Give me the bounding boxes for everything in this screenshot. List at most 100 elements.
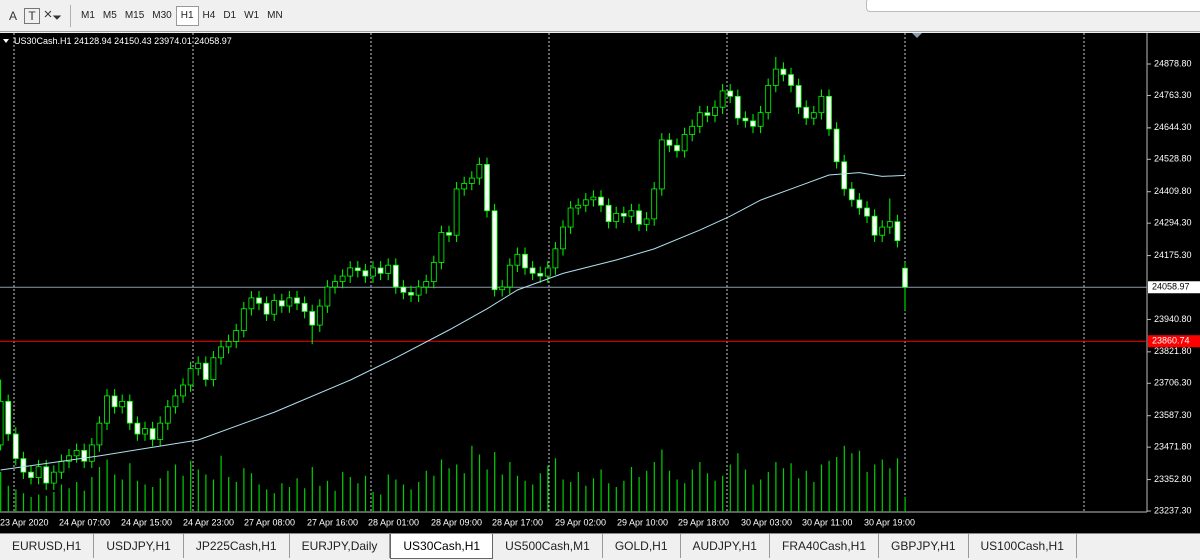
candle-body (88, 444, 95, 462)
volume-bar (744, 469, 747, 512)
candle-body (50, 471, 57, 484)
volume-bar (798, 478, 800, 512)
volume-bar (60, 484, 63, 512)
y-tick-label: 23940.80 (1154, 314, 1192, 324)
volume-bar (288, 487, 291, 512)
candle-body (826, 95, 832, 130)
tool-button[interactable]: A (8, 8, 17, 23)
volume-bar (585, 485, 587, 512)
symbol-tab[interactable]: GBPJPY,H1 (879, 534, 969, 558)
symbol-tab[interactable]: AUDJPY,H1 (681, 534, 770, 558)
candle-body (651, 188, 658, 220)
symbol-tab[interactable]: US30Cash,H1 (390, 534, 494, 559)
volume-bar (752, 484, 754, 512)
volume-bar (7, 485, 9, 512)
candle-body (871, 215, 878, 236)
candle-body (582, 199, 589, 206)
volume-bar (691, 469, 693, 512)
volume-bar (228, 477, 230, 512)
volume-bar (129, 463, 131, 512)
candle-body (681, 134, 688, 152)
candle-body (347, 267, 354, 277)
candle-body (187, 368, 194, 386)
volume-bar (851, 453, 853, 512)
candle-body (560, 226, 566, 250)
symbol-tab[interactable]: USDJPY,H1 (94, 534, 184, 558)
candle-body (96, 422, 103, 446)
volume-bar (22, 493, 25, 512)
timeframe-button[interactable]: H4 (202, 9, 216, 21)
symbol-tab[interactable]: GOLD,H1 (603, 534, 681, 558)
timeframe-button[interactable]: MN (267, 9, 283, 21)
x-tick-label: 30 Apr 11:00 (802, 517, 852, 527)
candle-body (795, 85, 802, 108)
candle-body (772, 68, 779, 86)
candle-body (833, 128, 840, 163)
x-tick-label: 24 Apr 07:00 (59, 517, 110, 527)
volume-bar (858, 450, 861, 512)
volume-bar (904, 497, 906, 512)
candle-body (575, 204, 582, 209)
volume-bar (782, 468, 785, 512)
bid-price-label: 24058.97 (1152, 282, 1190, 292)
volume-bar (30, 497, 32, 512)
timeframe-button[interactable]: D1 (223, 9, 237, 21)
candle-body (202, 362, 209, 380)
x-tick-label: 28 Apr 17:00 (492, 517, 543, 527)
tab-bar: EURUSD,H1 USDJPY,H1 JP225Cash,H1 EURJPY,Dai… (0, 533, 1200, 560)
candle-body (332, 281, 338, 288)
x-tick-label: 29 Apr 18:00 (678, 517, 729, 527)
candle-body (590, 196, 597, 201)
x-tick-label: 27 Apr 08:00 (244, 517, 295, 527)
volume-bar (402, 484, 405, 512)
timeframe-button[interactable]: M15 (124, 9, 145, 21)
symbol-tab[interactable]: US500Cash,M1 (493, 534, 603, 558)
candle-body (20, 458, 27, 473)
volume-bar (722, 475, 724, 512)
volume-bar (889, 468, 891, 512)
chart-header: US30Cash.H1 24128.94 24150.43 23974.01 2… (14, 36, 232, 46)
symbol-tab[interactable]: JP225Cash,H1 (184, 534, 290, 558)
volume-bar (760, 479, 762, 512)
volume-bar (235, 482, 237, 512)
tool-button[interactable]: T (24, 7, 40, 24)
y-tick-label: 24644.30 (1154, 122, 1192, 132)
candle-body (879, 226, 886, 236)
candle-body (423, 281, 430, 288)
timeframe-button[interactable]: M1 (81, 9, 95, 21)
candle-body (780, 68, 787, 75)
x-tick-label: 29 Apr 02:00 (555, 517, 606, 527)
symbol-tab[interactable]: EURUSD,H1 (0, 534, 95, 558)
timeframe-button[interactable]: M5 (102, 9, 117, 21)
symbol-tab[interactable]: US100Cash,H1 (969, 534, 1077, 558)
volume-bar (418, 482, 420, 512)
candle-body (476, 164, 483, 179)
volume-bar (342, 472, 344, 512)
symbol-tab[interactable]: FRA40Cash,H1 (770, 534, 880, 558)
candle-body (225, 341, 232, 348)
timeframe-button[interactable]: M30 (152, 9, 172, 21)
timeframe-button[interactable]: H1 (175, 5, 199, 26)
volume-bar (258, 484, 260, 512)
volume-bar (121, 479, 123, 512)
candle-body (810, 112, 817, 119)
candle-body (750, 120, 756, 127)
volume-bar (516, 475, 519, 512)
volume-bar (729, 464, 731, 512)
volume-bar (250, 473, 253, 512)
volume-bar (243, 468, 245, 512)
x-tick-label: 24 Apr 15:00 (121, 517, 172, 527)
candle-body (734, 95, 741, 119)
candle-body (430, 262, 437, 282)
symbol-tab[interactable]: EURJPY,Daily (290, 534, 391, 558)
candle-body (294, 297, 300, 304)
timeframe-button[interactable]: W1 (244, 9, 260, 21)
candle-body (271, 300, 278, 315)
volume-bar (554, 458, 557, 512)
volume-bar (866, 472, 868, 512)
volume-bar (494, 452, 496, 512)
candle-body (126, 400, 133, 424)
candle-body (848, 188, 855, 201)
candle-body (286, 297, 293, 307)
cursor-tool[interactable] (42, 8, 64, 24)
